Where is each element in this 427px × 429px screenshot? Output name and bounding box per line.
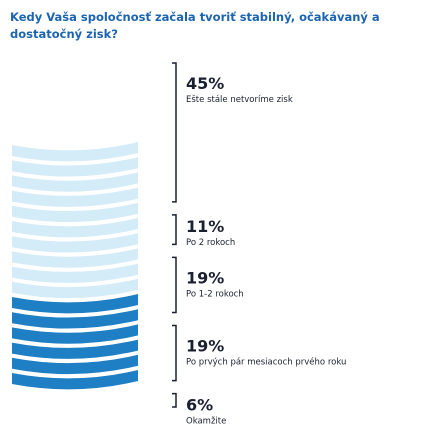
- category-label: Po 1-2 rokoch: [186, 289, 244, 299]
- chart-title: Kedy Vaša spoločnosť začala tvoriť stabi…: [10, 10, 380, 41]
- category-label: Po prvých pár mesiacoch prvého roku: [186, 357, 346, 368]
- coin-band: [12, 172, 138, 192]
- bracket: [172, 256, 177, 314]
- bracket: [172, 324, 177, 382]
- bracket: [172, 62, 177, 203]
- category-label: Po 2 rokoch: [186, 238, 235, 248]
- value-label: 19%: [186, 337, 224, 356]
- coin-band-highlight: [12, 324, 138, 344]
- coin-stack: [12, 142, 138, 390]
- value-label: 19%: [186, 268, 224, 287]
- coin-band: [12, 233, 138, 253]
- coin-band-highlight: [12, 370, 138, 390]
- coin-band: [12, 263, 138, 283]
- category-label: Okamžite: [186, 417, 226, 427]
- value-label: 45%: [186, 74, 224, 93]
- bracket: [172, 214, 177, 246]
- coin-band: [12, 187, 138, 207]
- coin-band: [12, 202, 138, 223]
- coin-band-highlight: [12, 294, 138, 314]
- coin-band-highlight: [12, 339, 138, 359]
- bracket: [172, 392, 177, 408]
- label-group: 45%Ešte stále netvoríme zisk 11% Po 2 roko…: [186, 74, 346, 427]
- coin-band: [12, 278, 138, 299]
- coin-band: [12, 142, 138, 162]
- category-label: Ešte stále netvoríme zisk: [186, 94, 293, 105]
- value-label: 11%: [186, 217, 224, 236]
- value-label: 6%: [186, 396, 213, 415]
- coin-band: [12, 248, 138, 268]
- coin-band-highlight: [12, 309, 138, 329]
- bracket-group: [172, 62, 177, 408]
- coin-band: [12, 157, 138, 177]
- coin-band: [12, 218, 138, 238]
- coin-band-highlight: [12, 354, 138, 375]
